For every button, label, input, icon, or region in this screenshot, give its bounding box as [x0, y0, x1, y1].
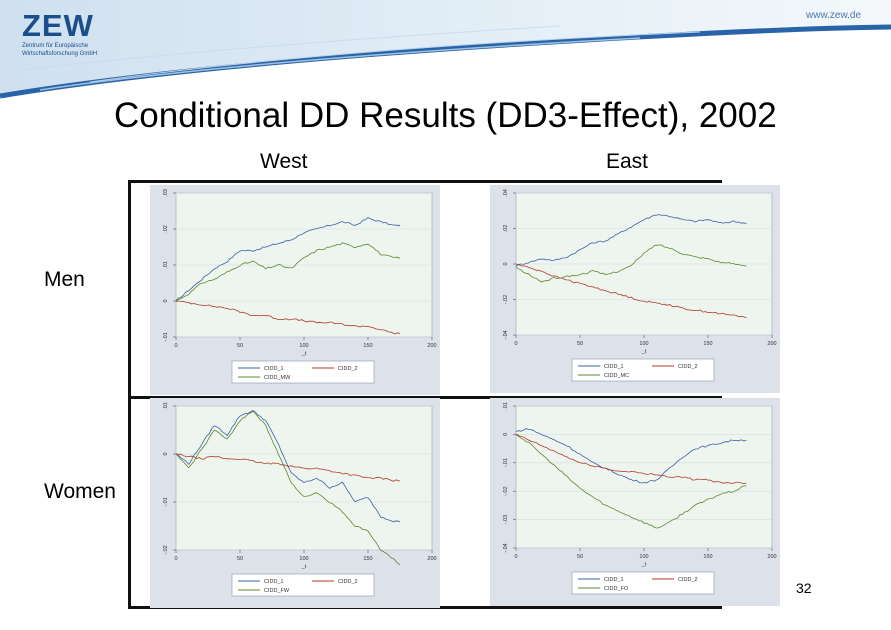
- logo-wordmark: ZEW: [22, 8, 94, 43]
- tick-label-y: -.01: [163, 332, 169, 341]
- tick-label-x: 200: [427, 556, 436, 562]
- tick-label-y: .01: [163, 261, 169, 269]
- tick-label-x: 100: [299, 556, 308, 562]
- legend-label: CIDD_2: [338, 579, 358, 585]
- row-label-men: Men: [44, 268, 85, 291]
- legend-label: CIDD_1: [604, 364, 624, 370]
- legend-label: CIDD_MC: [604, 373, 629, 379]
- tick-label-x: 200: [767, 341, 776, 347]
- series-line-cidd-mw: [175, 242, 401, 302]
- slide-title: Conditional DD Results (DD3-Effect), 200…: [114, 96, 777, 135]
- tick-label-y: 0: [503, 433, 509, 436]
- page-number: 32: [796, 580, 812, 596]
- series-line-cidd-1: [515, 214, 747, 267]
- tick-label-y: 0: [503, 262, 509, 265]
- legend-box: [571, 571, 715, 595]
- axis-label-x: _t: [301, 351, 307, 357]
- chart-women-east: -.04 -.03 -.02 -.01 0 .01 0 50 100 150 200 _t CIDD_1…: [490, 398, 780, 606]
- grid-border-top: [128, 180, 722, 183]
- tick-label-y: -.04: [503, 543, 509, 552]
- legend-label: CIDD_FW: [264, 588, 290, 594]
- tick-label-x: 50: [237, 343, 243, 349]
- tick-label-x: 50: [237, 556, 243, 562]
- axis-label-x: _t: [301, 564, 307, 570]
- grid-border-left: [128, 180, 131, 609]
- tick-label-y: .01: [163, 402, 169, 410]
- tick-label-x: 50: [577, 554, 583, 560]
- tick-label-x: 0: [174, 556, 177, 562]
- tick-label-y: -.01: [503, 458, 509, 467]
- series-line-cidd-1: [175, 217, 401, 301]
- axis-label-x: _t: [641, 349, 647, 355]
- legend-label: CIDD_2: [678, 364, 698, 370]
- tick-label-x: 150: [363, 343, 372, 349]
- chart-svg: -.04 -.03 -.02 -.01 0 .01 0 50 100 150 200 _t CIDD_1…: [490, 398, 780, 606]
- series-line-cidd-fo: [515, 434, 747, 529]
- series-line-cidd-2: [515, 433, 747, 484]
- header-waves: [0, 0, 891, 99]
- tick-label-y: .02: [163, 225, 169, 233]
- tick-label-y: 0: [163, 299, 169, 302]
- series-line-cidd-2: [175, 300, 401, 335]
- logo-tagline-line2: Wirtschaftsforschung GmbH: [22, 51, 98, 57]
- legend-box: [231, 573, 375, 597]
- plot-area: [175, 405, 433, 551]
- chart-svg: -.02 -.01 0 .01 0 50 100 150 200 _t CIDD_1 CIDD_2 CI…: [150, 398, 440, 608]
- tick-label-x: 100: [299, 343, 308, 349]
- axis-label-x: _t: [641, 562, 647, 568]
- tick-label-y: -.04: [503, 330, 509, 339]
- tick-label-y: -.03: [503, 515, 509, 524]
- tick-label-x: 100: [639, 341, 648, 347]
- row-label-women: Women: [44, 480, 116, 503]
- legend-box: [571, 358, 715, 382]
- chart-svg: -.04 -.02 0 .02 .04 0 50 100 150 200 _t CIDD_1 CIDD_…: [490, 185, 780, 393]
- tick-label-y: -.02: [163, 545, 169, 554]
- tick-label-x: 150: [363, 556, 372, 562]
- column-header-east: East: [606, 150, 649, 173]
- chart-women-west: -.02 -.01 0 .01 0 50 100 150 200 _t CIDD_1 CIDD_2 CI…: [150, 398, 440, 608]
- series-line-cidd-fw: [175, 410, 401, 566]
- column-header-west: West: [260, 150, 308, 173]
- tick-label-x: 100: [639, 554, 648, 560]
- tick-label-y: 0: [163, 452, 169, 455]
- legend-label: CIDD_1: [264, 366, 284, 372]
- tick-label-y: .02: [503, 225, 509, 233]
- series-line-cidd-2: [175, 453, 401, 482]
- tick-label-x: 150: [703, 341, 712, 347]
- header-banner: ZEW Zentrum für Europäische Wirtschaftsf…: [0, 0, 891, 100]
- series-line-cidd-mc: [515, 244, 747, 283]
- tick-label-x: 0: [514, 341, 517, 347]
- series-line-cidd-1: [175, 410, 401, 523]
- website-url[interactable]: www.zew.de: [806, 10, 862, 21]
- legend-label: CIDD_1: [604, 577, 624, 583]
- tick-label-y: -.02: [503, 486, 509, 495]
- tick-label-x: 200: [427, 343, 436, 349]
- legend-label: CIDD_MW: [264, 375, 291, 381]
- tick-label-y: .01: [503, 402, 509, 410]
- legend-label: CIDD_1: [264, 579, 284, 585]
- zew-logo[interactable]: ZEW Zentrum für Europäische Wirtschaftsf…: [22, 10, 97, 58]
- legend-label: CIDD_FO: [604, 586, 629, 592]
- tick-label-y: -.01: [163, 497, 169, 506]
- plot-area: [515, 405, 773, 549]
- legend-label: CIDD_2: [678, 577, 698, 583]
- tick-label-x: 0: [514, 554, 517, 560]
- tick-label-x: 200: [767, 554, 776, 560]
- series-line-cidd-1: [515, 428, 747, 484]
- chart-men-west: -.01 0 .01 .02 .03 0 50 100 150 200 _t CIDD_1 CIDD_2…: [150, 185, 440, 395]
- tick-label-y: .03: [163, 189, 169, 197]
- legend-label: CIDD_2: [338, 366, 358, 372]
- tick-label-y: -.02: [503, 295, 509, 304]
- series-line-cidd-2: [515, 263, 747, 319]
- tick-label-x: 0: [174, 343, 177, 349]
- logo-tagline-line1: Zentrum für Europäische: [22, 43, 89, 49]
- tick-label-x: 150: [703, 554, 712, 560]
- legend-box: [231, 360, 375, 384]
- chart-svg: -.01 0 .01 .02 .03 0 50 100 150 200 _t CIDD_1 CIDD_2…: [150, 185, 440, 395]
- grid-border-middle: [128, 396, 722, 399]
- chart-men-east: -.04 -.02 0 .02 .04 0 50 100 150 200 _t CIDD_1 CIDD_…: [490, 185, 780, 393]
- tick-label-y: .04: [503, 189, 509, 197]
- tick-label-x: 50: [577, 341, 583, 347]
